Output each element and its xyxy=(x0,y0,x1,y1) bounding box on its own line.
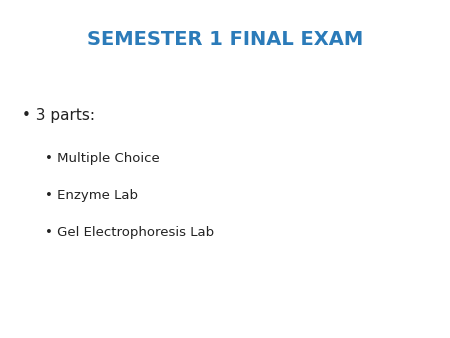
Text: • Gel Electrophoresis Lab: • Gel Electrophoresis Lab xyxy=(45,226,214,239)
Text: • Multiple Choice: • Multiple Choice xyxy=(45,152,160,165)
Text: • 3 parts:: • 3 parts: xyxy=(22,108,95,123)
Text: • Enzyme Lab: • Enzyme Lab xyxy=(45,189,138,202)
Text: SEMESTER 1 FINAL EXAM: SEMESTER 1 FINAL EXAM xyxy=(87,30,363,49)
